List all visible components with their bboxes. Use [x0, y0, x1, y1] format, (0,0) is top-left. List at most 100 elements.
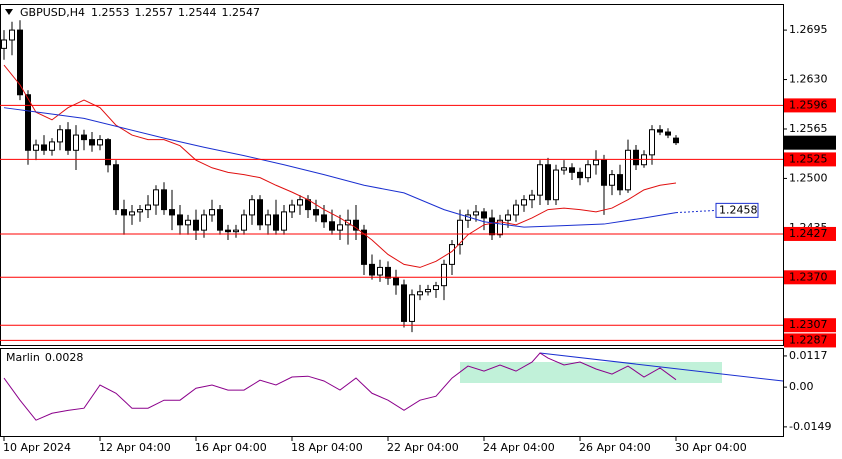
- price-label: 1.2547: [789, 136, 828, 149]
- level-label: 1.2307: [789, 318, 828, 331]
- high-value: 1.2557: [134, 6, 173, 19]
- candle-body: [433, 285, 439, 290]
- candle-body: [41, 144, 47, 151]
- open-value: 1.2553: [91, 6, 130, 19]
- candle-body: [281, 211, 287, 231]
- candle-body: [209, 209, 215, 216]
- candle-body: [441, 263, 447, 287]
- price-label-box: [784, 135, 836, 150]
- candle-body: [57, 129, 63, 143]
- candle-body: [401, 284, 407, 322]
- candle-body: [617, 174, 623, 191]
- candle-body: [161, 189, 167, 211]
- indicator-header: Marlin 0.0028: [6, 351, 83, 364]
- candle-body: [193, 219, 199, 231]
- indicator-tick-label: -0.0149: [789, 420, 831, 433]
- candle-body: [329, 221, 335, 231]
- candle-body: [145, 204, 151, 211]
- candle-body: [585, 164, 591, 179]
- candle-body: [153, 189, 159, 206]
- candle-body: [657, 129, 663, 133]
- trend-line: [539, 352, 784, 382]
- y-tick-label: 1.2630: [789, 73, 828, 86]
- candle-body: [97, 139, 103, 146]
- candle-body: [1, 39, 7, 49]
- candle-body: [369, 263, 375, 276]
- candle-body: [609, 174, 615, 186]
- indicator-tick-label: 0.0117: [789, 349, 828, 362]
- x-tick-label: 16 Apr 04:00: [195, 441, 267, 454]
- candle-body: [537, 164, 543, 196]
- candle-body: [625, 149, 631, 191]
- candle-body: [425, 288, 431, 293]
- candle-body: [201, 214, 207, 231]
- candle-body: [593, 159, 599, 166]
- candle-body: [513, 204, 519, 216]
- level-label-box: [784, 318, 836, 333]
- candle-body: [9, 29, 15, 41]
- low-value: 1.2544: [178, 6, 217, 19]
- candle-body: [49, 141, 55, 151]
- candle-body: [505, 214, 511, 221]
- candle-body: [473, 211, 479, 216]
- candle-body: [457, 219, 463, 246]
- candle-body: [241, 214, 247, 231]
- close-value: 1.2547: [221, 6, 260, 19]
- moving-average: [3, 107, 677, 228]
- x-tick-label: 12 Apr 04:00: [99, 441, 171, 454]
- level-label: 1.2287: [789, 333, 828, 346]
- candle-body: [529, 194, 535, 201]
- candle-body: [265, 214, 271, 226]
- ma-label: 1.2458: [719, 203, 758, 216]
- candle-body: [81, 134, 87, 141]
- x-tick-label: 30 Apr 04:00: [675, 441, 747, 454]
- candle-body: [545, 164, 551, 201]
- candle-body: [297, 199, 303, 206]
- indicator-tick-label: 0.00: [789, 380, 814, 393]
- candle-body: [409, 294, 415, 322]
- candle-body: [633, 149, 639, 166]
- candle-body: [321, 214, 327, 223]
- candle-body: [385, 266, 391, 279]
- candle-body: [449, 244, 455, 265]
- candle-body: [225, 229, 231, 233]
- candle-body: [249, 199, 255, 216]
- y-tick-label: 1.2565: [789, 122, 828, 135]
- level-label-box: [784, 226, 836, 241]
- candle-body: [129, 211, 135, 216]
- candle-body: [257, 199, 263, 226]
- candle-body: [137, 209, 143, 213]
- level-label: 1.2427: [789, 227, 828, 240]
- x-tick-label: 10 Apr 2024: [3, 441, 71, 454]
- indicator-value: 0.0028: [45, 351, 84, 364]
- candle-body: [577, 171, 583, 179]
- candle-body: [489, 217, 495, 236]
- level-label-box: [784, 270, 836, 285]
- candle-body: [481, 211, 487, 219]
- candle-body: [601, 159, 607, 186]
- candle-body: [89, 139, 95, 146]
- indicator-name: Marlin: [6, 351, 40, 364]
- candle-body: [25, 94, 31, 151]
- level-label-box: [784, 333, 836, 348]
- candle-body: [33, 144, 39, 151]
- candle-body: [361, 229, 367, 265]
- level-label: 1.2525: [789, 152, 828, 165]
- indicator-panel-frame: [0, 348, 784, 437]
- candle-body: [113, 164, 119, 211]
- indicator-line: [3, 352, 677, 421]
- symbol-title: GBPUSD,H4: [20, 6, 85, 19]
- candle-body: [553, 169, 559, 201]
- ma-label-box: [715, 202, 759, 218]
- x-tick-label: 22 Apr 04:00: [387, 441, 459, 454]
- x-tick-label: 18 Apr 04:00: [291, 441, 363, 454]
- highlight-box: [460, 362, 722, 383]
- menu-icon[interactable]: [5, 9, 13, 15]
- x-tick-label: 24 Apr 04:00: [483, 441, 555, 454]
- y-tick-label: 1.2695: [789, 23, 828, 36]
- level-label-box: [784, 98, 836, 113]
- level-label: 1.2370: [789, 270, 828, 283]
- candle-body: [17, 29, 23, 96]
